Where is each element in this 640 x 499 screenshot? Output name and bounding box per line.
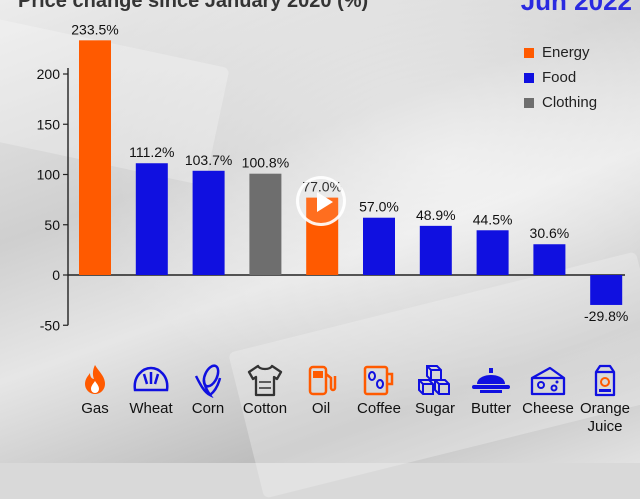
coffee-icon <box>363 365 394 396</box>
commodity-wheat: Wheat <box>121 362 181 418</box>
sugar-cubes-icon <box>418 365 450 395</box>
icon-label: Gas <box>81 400 109 417</box>
y-tick-label: 200 <box>37 66 61 82</box>
fuel-pump-icon <box>308 365 337 396</box>
bar-wheat <box>135 163 168 275</box>
bar-value-label: 103.7% <box>185 152 232 168</box>
bar-cotton <box>249 173 282 275</box>
legend-item-energy: Energy <box>524 40 597 65</box>
commodity-cotton: Cotton <box>235 362 295 418</box>
legend-label: Energy <box>542 44 590 61</box>
legend-label: Clothing <box>542 94 598 111</box>
butter-dish-icon <box>472 368 510 393</box>
legend-swatch <box>524 97 534 108</box>
icon-label: Butter <box>470 400 512 417</box>
play-button[interactable] <box>296 176 346 226</box>
commodity-corn: Corn <box>178 362 238 418</box>
y-tick-label: 50 <box>44 217 60 233</box>
bar-gas <box>79 40 111 275</box>
y-tick-label: -50 <box>40 317 60 333</box>
bar-cheese <box>533 244 566 275</box>
y-tick-label: 100 <box>37 167 61 183</box>
flame-icon <box>85 365 105 394</box>
y-tick-label: 0 <box>52 267 60 283</box>
commodity-sugar: Sugar <box>405 362 465 418</box>
icon-label: Wheat <box>129 400 173 417</box>
bread-icon <box>133 366 169 392</box>
legend-swatch <box>524 72 534 83</box>
icon-label: Cheese <box>522 400 574 417</box>
commodity-butter: Butter <box>461 362 521 418</box>
bar-sugar <box>419 225 452 275</box>
bar-corn <box>192 170 225 275</box>
commodity-coffee: Coffee <box>349 362 409 418</box>
bar-value-label: 233.5% <box>71 21 118 37</box>
bar-value-label: 30.6% <box>530 225 570 241</box>
bar-value-label: 44.5% <box>473 211 513 227</box>
icon-label: Corn <box>191 400 225 417</box>
commodity-icons-row: Gas Wheat Corn Cotton Oil <box>0 362 640 462</box>
legend-item-clothing: Clothing <box>524 90 597 115</box>
bar-value-label: 100.8% <box>242 155 289 171</box>
commodity-orange-juice: Orange Juice <box>575 362 635 436</box>
commodity-oil: Oil <box>291 362 351 418</box>
legend: Energy Food Clothing <box>524 40 597 115</box>
juice-carton-icon <box>594 364 616 397</box>
legend-swatch <box>524 47 534 58</box>
bar-value-label: -29.8% <box>584 308 628 324</box>
bar-butter <box>476 230 509 275</box>
icon-label: Oil <box>311 400 331 417</box>
icon-label: Orange Juice <box>579 400 631 435</box>
bar-value-label: 57.0% <box>359 199 399 215</box>
bar-value-label: 48.9% <box>416 207 456 223</box>
legend-item-food: Food <box>524 65 597 90</box>
cheese-icon <box>530 366 566 396</box>
tshirt-icon <box>247 364 283 397</box>
icon-label: Sugar <box>414 400 456 417</box>
chart-date: Jun 2022 <box>520 0 632 16</box>
chart-title: Price change since January 2020 (%) <box>18 0 369 12</box>
bar-value-label: 111.2% <box>129 144 174 160</box>
icon-label: Cotton <box>242 400 288 417</box>
icon-label: Coffee <box>357 400 401 417</box>
corn-icon <box>194 364 222 398</box>
bar-coffee <box>363 217 395 275</box>
bar-orange-juice <box>590 275 623 305</box>
commodity-cheese: Cheese <box>518 362 578 418</box>
y-tick-label: 150 <box>37 116 61 132</box>
legend-label: Food <box>542 69 577 86</box>
commodity-gas: Gas <box>65 362 125 418</box>
